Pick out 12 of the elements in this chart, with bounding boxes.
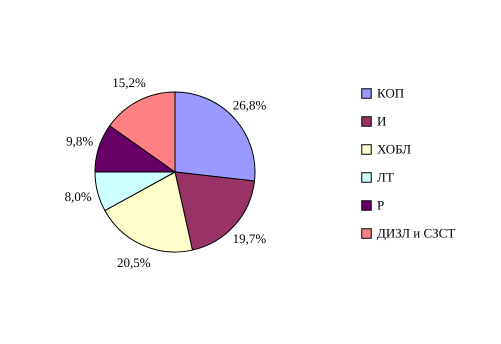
legend-label: ХОБЛ [377,142,412,156]
legend-label: И [377,114,386,128]
data-label: 9,8% [66,134,94,149]
legend-label: Р [377,198,384,212]
data-label: 19,7% [232,230,266,246]
legend-label: КОП [377,86,404,100]
data-label: 15,2% [112,75,146,90]
data-label: 26,8% [232,97,267,112]
data-label: 8,0% [64,188,92,204]
legend-label: ЛТ [377,170,394,184]
legend-label: ДИЗЛ и СЗСТ [377,226,456,240]
data-label: 20,5% [117,255,151,270]
